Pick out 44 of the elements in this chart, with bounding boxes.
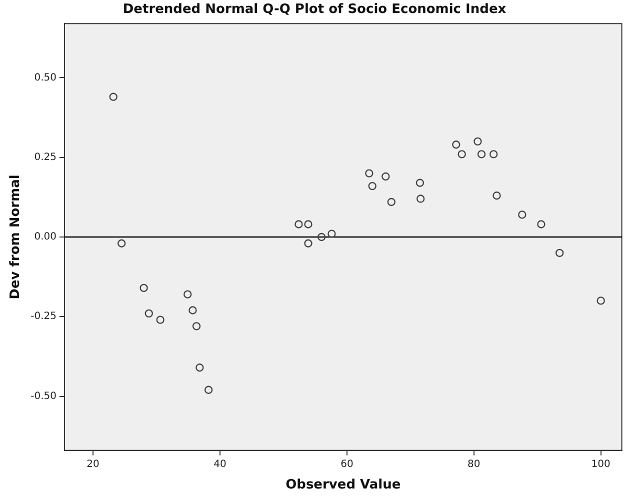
x-tick-label: 20	[86, 458, 100, 470]
y-tick-label: -0.50	[30, 390, 56, 402]
y-tick-label: 0.00	[34, 232, 56, 243]
point	[304, 239, 312, 248]
point	[382, 172, 390, 181]
x-tick-label: 80	[468, 458, 480, 470]
point	[452, 140, 460, 149]
point	[458, 150, 466, 158]
point	[317, 232, 326, 242]
point	[492, 191, 501, 200]
point	[518, 210, 526, 219]
point	[368, 182, 376, 190]
x-tick-label: 60	[340, 458, 354, 470]
point	[555, 248, 564, 258]
point	[489, 150, 498, 158]
chart-title: Detrended Normal Q-Q Plot of Socio Economic Index	[122, 2, 507, 18]
point	[192, 322, 201, 330]
point	[474, 137, 482, 146]
y-axis-title: Dev from Normal	[8, 174, 24, 300]
x-axis-title: Observed Value	[286, 478, 401, 493]
y-tick-label: 0.25	[34, 152, 56, 163]
point	[416, 194, 425, 203]
point	[156, 316, 164, 324]
point	[188, 306, 197, 314]
point	[184, 290, 192, 298]
x-tick-label: 40	[214, 458, 226, 470]
point	[144, 309, 153, 318]
point	[294, 220, 303, 228]
point	[477, 150, 486, 158]
point	[118, 239, 126, 248]
point	[328, 230, 336, 238]
point	[304, 220, 312, 228]
x-tick-label: 100	[591, 458, 610, 470]
point	[416, 178, 424, 187]
point	[596, 296, 605, 305]
y-tick-label: 0.50	[34, 72, 56, 84]
point	[196, 363, 204, 372]
point	[537, 220, 546, 228]
y-tick-label: -0.25	[30, 311, 56, 322]
point	[140, 284, 148, 292]
point	[387, 198, 396, 206]
point	[204, 386, 213, 394]
point	[109, 92, 118, 101]
point	[365, 169, 374, 178]
